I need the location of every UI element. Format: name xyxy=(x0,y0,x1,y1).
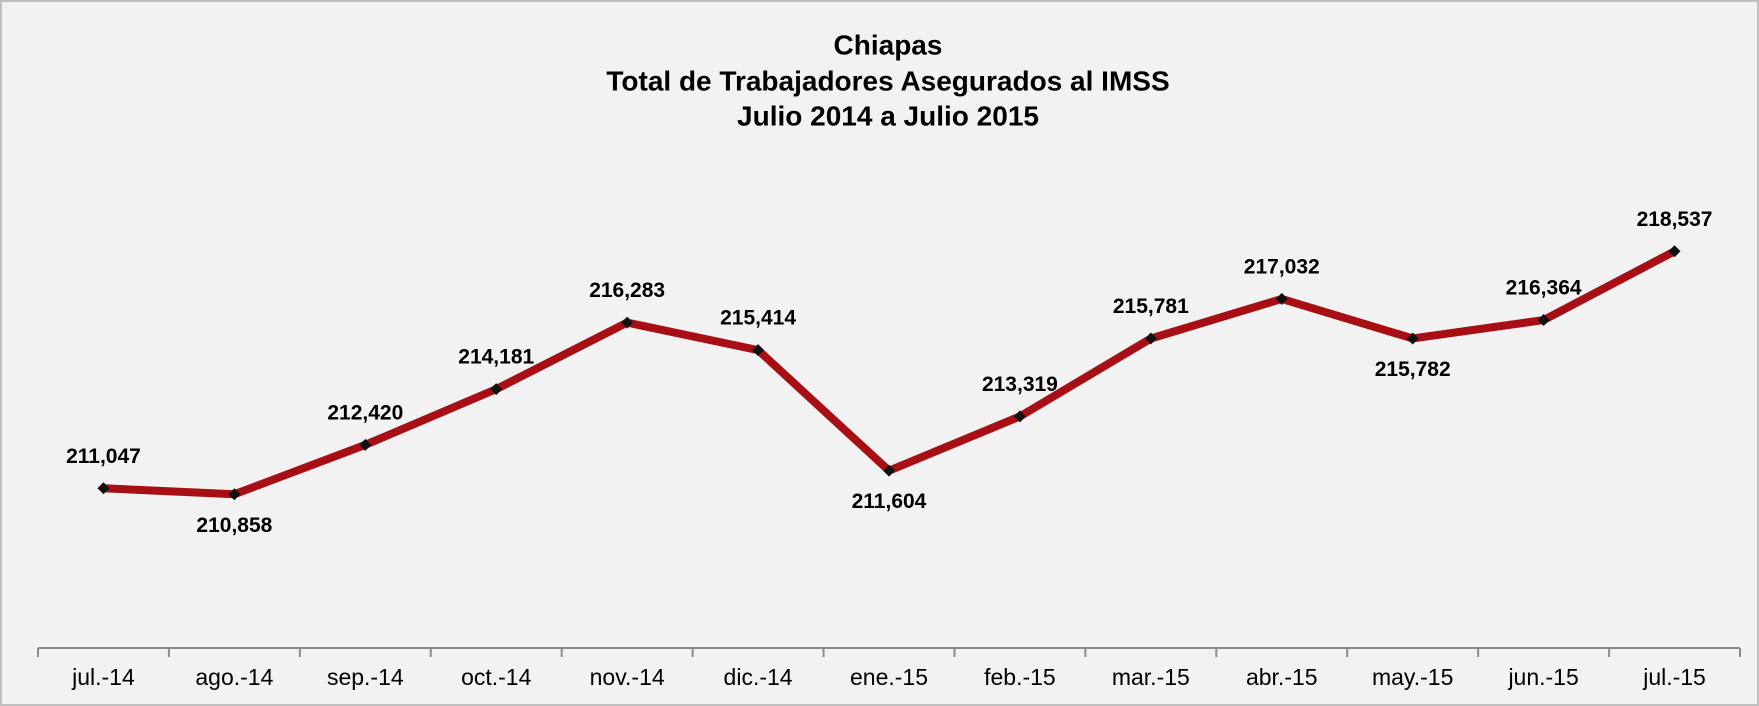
chart-title: Chiapas xyxy=(834,29,943,60)
marker xyxy=(883,464,895,477)
chart-title: Julio 2014 a Julio 2015 xyxy=(737,100,1039,131)
marker xyxy=(1144,332,1157,345)
x-tick-label: jul.-14 xyxy=(71,664,135,690)
x-tick-label: may.-15 xyxy=(1372,664,1453,690)
data-label: 212,420 xyxy=(327,401,403,424)
marker xyxy=(490,383,503,396)
data-label: 218,537 xyxy=(1637,208,1713,231)
data-label: 213,319 xyxy=(982,373,1058,396)
x-tick-label: sep.-14 xyxy=(327,664,404,690)
x-tick-label: ene.-15 xyxy=(850,664,928,690)
data-label: 217,032 xyxy=(1244,255,1320,278)
marker xyxy=(1406,332,1419,345)
chart-title: Total de Trabajadores Asegurados al IMSS xyxy=(606,65,1169,96)
data-label: 215,414 xyxy=(720,307,796,330)
marker xyxy=(1537,314,1550,327)
x-tick-label: nov.-14 xyxy=(590,664,665,690)
marker xyxy=(752,344,765,357)
data-label: 215,782 xyxy=(1375,358,1451,381)
marker xyxy=(228,488,241,501)
data-label: 216,364 xyxy=(1506,277,1582,300)
marker xyxy=(621,316,634,329)
data-label: 216,283 xyxy=(589,279,665,302)
x-tick-label: jul.-15 xyxy=(1642,664,1706,690)
x-tick-label: jun.-15 xyxy=(1507,664,1578,690)
x-tick-label: abr.-15 xyxy=(1246,664,1318,690)
marker xyxy=(97,482,110,495)
data-label: 211,604 xyxy=(852,490,927,513)
x-tick-label: feb.-15 xyxy=(984,664,1056,690)
marker xyxy=(359,438,372,451)
x-tick-label: oct.-14 xyxy=(461,664,532,690)
marker xyxy=(1275,292,1288,305)
data-label: 210,858 xyxy=(196,514,272,537)
data-label: 211,047 xyxy=(66,445,141,468)
marker xyxy=(1013,410,1026,423)
x-tick-label: ago.-14 xyxy=(195,664,273,690)
data-label: 215,781 xyxy=(1113,295,1189,318)
marker xyxy=(1668,245,1681,258)
data-label: 214,181 xyxy=(458,346,534,369)
x-tick-label: dic.-14 xyxy=(724,664,793,690)
x-tick-label: mar.-15 xyxy=(1112,664,1190,690)
